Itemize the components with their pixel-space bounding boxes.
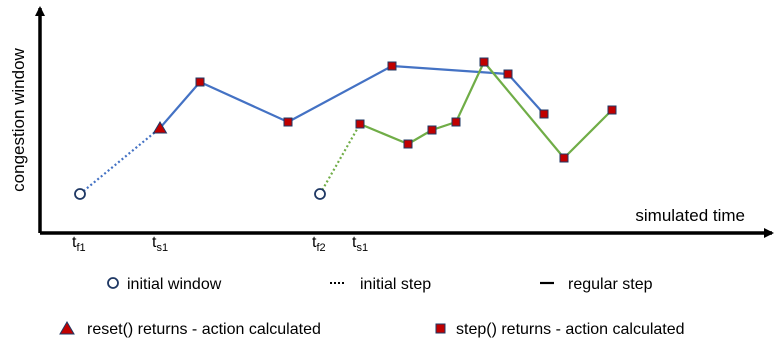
legend: initial window initial step regular step… [59, 276, 685, 338]
time-tick-labels: tf1 ts1 tf2 ts1 [72, 234, 368, 254]
series-1-reset-point [152, 121, 168, 134]
tick-label-ts1: ts1 [352, 234, 368, 254]
series-1-step-point [387, 61, 397, 71]
series-2-initial-step [319, 123, 361, 195]
series-2-step-point [355, 119, 365, 129]
series-2-step-point [559, 153, 569, 163]
series-2-step-point [403, 139, 413, 149]
series-2-step-point [479, 57, 489, 67]
legend-initial-window-marker [107, 277, 119, 289]
legend-initial-window-label: initial window [127, 276, 222, 293]
series-1-step-point [503, 69, 513, 79]
series-2-regular-steps [359, 60, 613, 160]
series-2-step-point [451, 117, 461, 127]
legend-initial-step-label: initial step [360, 276, 431, 293]
legend-regular-step-label: regular step [568, 276, 653, 293]
legend-reset-label: reset() returns - action calculated [87, 321, 321, 338]
tick-label-tf2: tf2 [312, 234, 326, 254]
plot-area [74, 57, 617, 200]
series-2-step-point [607, 105, 617, 115]
series-1-initial-window-point [74, 188, 86, 200]
series-1-regular-steps [159, 64, 545, 129]
tick-label-tf1: tf1 [72, 234, 86, 254]
legend-reset-marker [59, 321, 75, 335]
y-axis-label: congestion window [9, 47, 28, 191]
series-1-step-point [283, 117, 293, 127]
series-2-initial-window-point [314, 188, 326, 200]
legend-step-marker [435, 323, 446, 334]
x-axis-label: simulated time [635, 206, 745, 225]
series-2-step-point [427, 125, 437, 135]
series-1-initial-step [79, 127, 161, 195]
tick-label-ts1: ts1 [152, 234, 168, 254]
series-1-step-point [539, 109, 549, 119]
legend-step-label: step() returns - action calculated [456, 321, 685, 338]
series-1-step-point [195, 77, 205, 87]
